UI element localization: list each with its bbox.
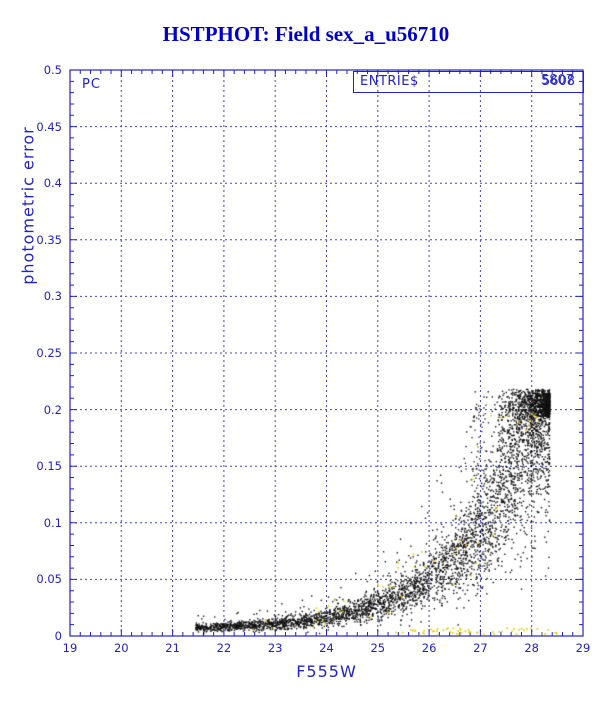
y-tick-label: 0.5 — [43, 63, 62, 77]
y-tick-label: 0.45 — [36, 119, 62, 134]
y-tick-label: 0.3 — [43, 289, 62, 304]
y-axis-label: photometric error — [18, 126, 38, 285]
y-tick-label: 0.1 — [43, 515, 62, 530]
x-tick-label: 20 — [113, 641, 129, 655]
entries-legend: ENTRIE$ 5608 5807 — [353, 71, 584, 93]
x-tick-label: 23 — [267, 641, 283, 655]
x-tick-label: 25 — [370, 641, 386, 655]
y-tick-label: 0.05 — [36, 572, 62, 587]
y-tick-label: 0 — [54, 629, 62, 643]
y-tick-label: 0.25 — [36, 346, 62, 360]
x-tick-label: 24 — [319, 641, 334, 655]
y-tick-label: 0.15 — [36, 459, 62, 474]
y-tick-label: 0.35 — [36, 232, 62, 247]
detector-label: PC — [82, 77, 101, 92]
entries-label: ENTRIE$ — [360, 74, 419, 89]
x-tick-label: 29 — [575, 641, 591, 655]
x-tick-label: 26 — [421, 641, 437, 655]
x-axis-label: F555W — [296, 662, 357, 681]
entries-value: 5608 5807 — [540, 73, 575, 89]
x-tick-label: 28 — [524, 641, 539, 655]
x-tick-label: 22 — [216, 641, 232, 655]
x-tick-label: 19 — [62, 641, 78, 655]
y-tick-label: 0.2 — [43, 402, 62, 417]
x-tick-label: 21 — [165, 641, 180, 655]
y-tick-label: 0.4 — [43, 176, 62, 191]
x-tick-label: 27 — [473, 641, 488, 655]
